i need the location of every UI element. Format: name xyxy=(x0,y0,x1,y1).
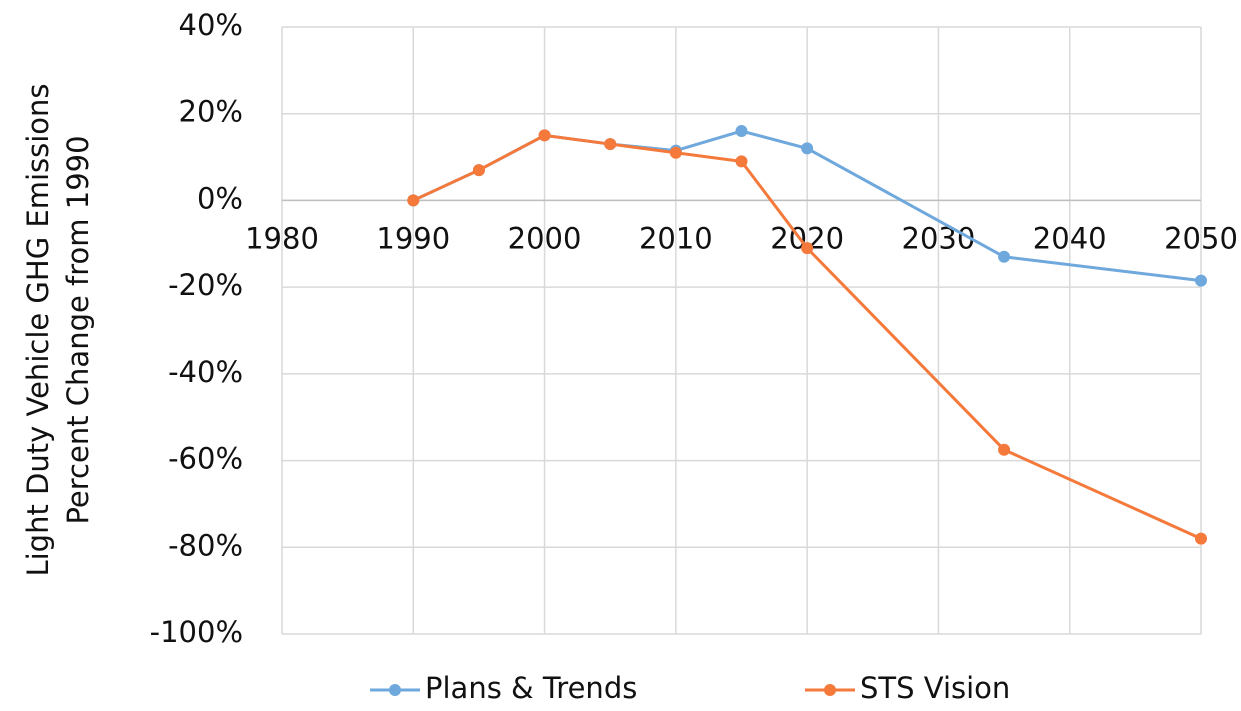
y-axis-label: Light Duty Vehicle GHG Emissions xyxy=(21,83,55,576)
point xyxy=(1195,274,1207,287)
point xyxy=(801,242,814,255)
y-tick-label: -20% xyxy=(168,268,243,302)
y-axis-label: Percent Change from 1990 xyxy=(61,135,95,524)
x-tick-label: 2030 xyxy=(902,221,976,255)
point xyxy=(472,164,485,177)
point xyxy=(1195,532,1207,545)
x-tick-label: 2050 xyxy=(1164,221,1238,255)
legend-marker xyxy=(824,684,836,696)
y-tick-label: 0% xyxy=(197,181,243,215)
y-tick-label: 40% xyxy=(179,8,243,42)
y-tick-label: -100% xyxy=(150,615,243,649)
point xyxy=(669,146,682,159)
point xyxy=(407,194,420,207)
y-tick-label: -80% xyxy=(168,528,243,562)
x-tick-label: 2010 xyxy=(639,221,713,255)
point xyxy=(998,443,1011,456)
legend-label: STS Vision xyxy=(860,671,1010,705)
x-tick-label: 1980 xyxy=(245,221,319,255)
point xyxy=(801,142,814,155)
legend-label: Plans & Trends xyxy=(425,671,637,705)
y-tick-label: -40% xyxy=(168,355,243,389)
x-tick-label: 2000 xyxy=(508,221,582,255)
y-tick-label: 20% xyxy=(179,95,243,129)
point xyxy=(998,250,1011,263)
x-tick-label: 1990 xyxy=(376,221,450,255)
x-tick-label: 2040 xyxy=(1033,221,1107,255)
y-tick-label: -60% xyxy=(168,442,243,476)
legend-marker xyxy=(389,684,401,696)
point xyxy=(538,129,551,142)
point xyxy=(735,155,748,168)
point xyxy=(735,125,748,138)
point xyxy=(604,138,617,151)
